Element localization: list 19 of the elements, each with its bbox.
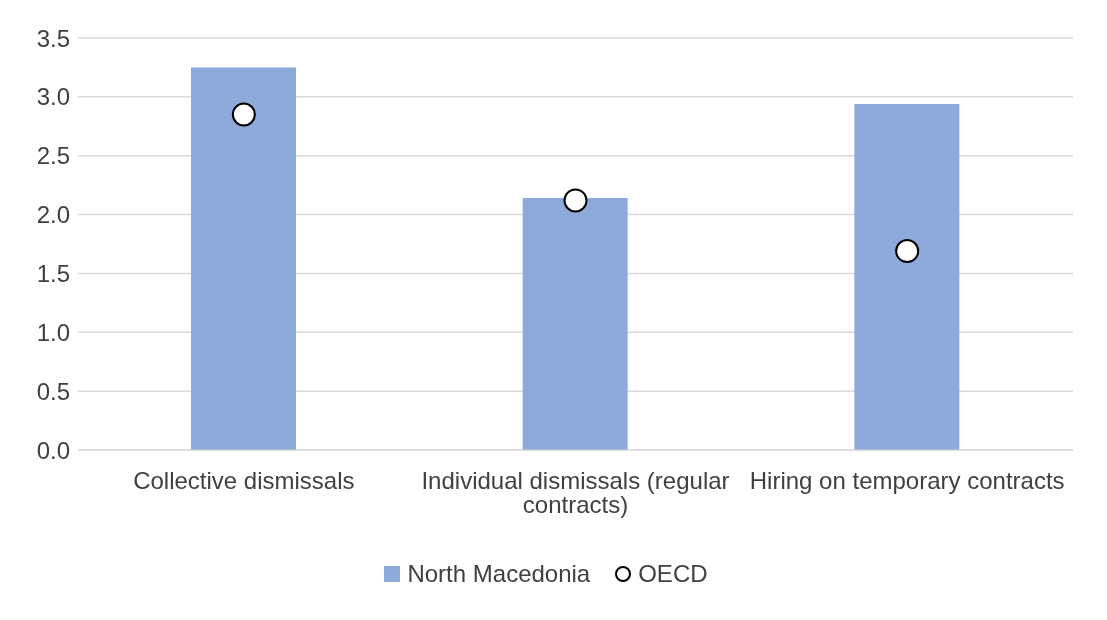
- y-tick-label: 0.5: [36, 377, 70, 405]
- y-tick-label: 1.0: [36, 318, 70, 346]
- y-tick-label: 2.5: [36, 142, 70, 170]
- x-tick-label: Hiring on temporary contracts: [749, 467, 1065, 495]
- bar: [522, 198, 628, 450]
- y-tick-label: 2.0: [36, 201, 70, 229]
- legend-label: OECD: [638, 560, 708, 588]
- x-tick-label: Individual dismissals (regular contracts): [421, 467, 730, 519]
- y-tick-label: 3.0: [36, 83, 70, 111]
- y-tick-label: 0.0: [36, 436, 70, 464]
- bar: [854, 103, 960, 450]
- y-tick-label: 1.5: [36, 259, 70, 287]
- point: [895, 239, 920, 264]
- y-tick-label: 3.5: [36, 24, 70, 52]
- legend-label: North Macedonia: [407, 560, 591, 588]
- point: [563, 188, 588, 213]
- point: [231, 102, 256, 127]
- x-tick-label: Collective dismissals: [133, 467, 355, 495]
- bar: [191, 67, 296, 450]
